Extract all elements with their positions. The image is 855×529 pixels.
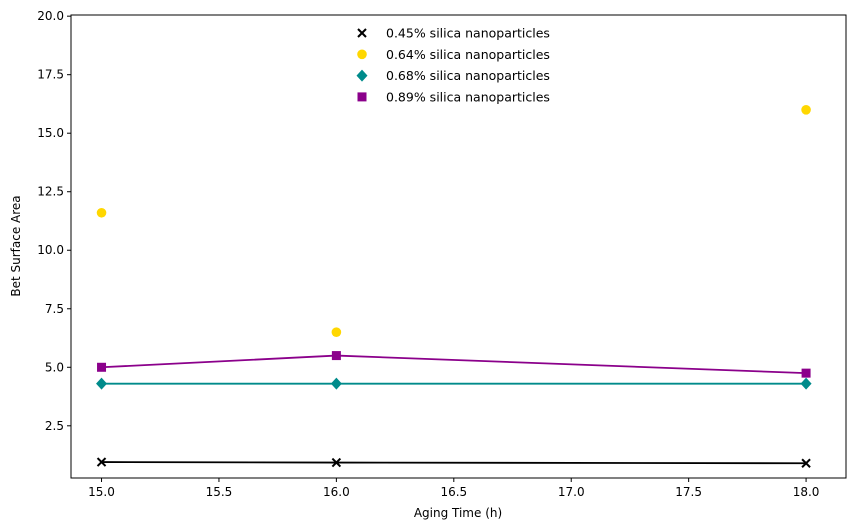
legend-item-0-68-silica-nanoparticles: 0.68% silica nanoparticles (356, 68, 550, 83)
x-tick-label: 15.0 (88, 485, 115, 499)
y-tick-label: 12.5 (37, 185, 64, 199)
legend-label: 0.89% silica nanoparticles (386, 89, 550, 104)
plot-area (70, 14, 847, 479)
data-point-0-45-silica-nanoparticles (331, 457, 342, 468)
legend-item-0-45-silica-nanoparticles: 0.45% silica nanoparticles (357, 26, 550, 41)
series-0-89-silica-nanoparticles (97, 351, 811, 378)
x-tick-label: 15.5 (206, 485, 233, 499)
legend-marker-0-89-silica-nanoparticles (357, 92, 367, 102)
data-point-0-45-silica-nanoparticles (96, 457, 107, 467)
data-point-0-89-silica-nanoparticles (801, 368, 811, 378)
y-tick-label: 10.0 (37, 243, 64, 257)
data-point-0-68-silica-nanoparticles (800, 377, 812, 390)
y-tick-label: 15.0 (37, 126, 64, 140)
legend: 0.45% silica nanoparticles 0.64% silica n… (356, 26, 550, 104)
x-tick-label: 16.0 (323, 485, 350, 499)
legend-item-0-89-silica-nanoparticles: 0.89% silica nanoparticles (357, 89, 550, 104)
data-point-0-89-silica-nanoparticles (97, 362, 107, 372)
data-point-0-64-silica-nanoparticles (801, 105, 811, 115)
legend-label: 0.68% silica nanoparticles (386, 68, 550, 83)
data-point-0-64-silica-nanoparticles (331, 327, 342, 337)
data-point-0-68-silica-nanoparticles (96, 377, 108, 390)
x-tick-label: 17.5 (675, 485, 702, 499)
legend-marker-0-45-silica-nanoparticles (357, 28, 367, 38)
data-point-0-89-silica-nanoparticles (331, 351, 341, 361)
legend-label: 0.45% silica nanoparticles (386, 26, 550, 41)
legend-label: 0.64% silica nanoparticles (386, 47, 550, 62)
series-layer (96, 105, 812, 468)
x-axis: 15.0 15.5 16.0 16.5 17.0 17.5 18.0 (88, 478, 819, 499)
data-point-0-68-silica-nanoparticles (330, 377, 342, 390)
y-axis: 2.5 5.0 7.5 10.0 12.5 15.0 17.5 20.0 (37, 9, 71, 433)
legend-item-0-64-silica-nanoparticles: 0.64% silica nanoparticles (357, 47, 550, 62)
series-0-68-silica-nanoparticles (96, 377, 812, 390)
data-point-0-45-silica-nanoparticles (801, 458, 811, 468)
y-tick-label: 17.5 (37, 68, 64, 82)
x-axis-title: Aging Time (h) (414, 506, 502, 520)
y-tick-label: 5.0 (45, 360, 64, 374)
legend-marker-0-64-silica-nanoparticles (357, 49, 367, 60)
x-tick-label: 18.0 (793, 485, 820, 499)
x-tick-label: 16.5 (440, 485, 467, 499)
data-point-0-64-silica-nanoparticles (96, 207, 107, 218)
y-tick-label: 7.5 (45, 302, 64, 316)
y-axis-title: Bet Surface Area (9, 195, 23, 296)
series-line-0-45-silica-nanoparticles (101, 461, 807, 465)
y-tick-label: 20.0 (37, 9, 64, 23)
x-tick-label: 17.0 (558, 485, 585, 499)
y-tick-label: 2.5 (45, 419, 64, 433)
series-0-45-silica-nanoparticles (96, 457, 811, 468)
legend-marker-0-68-silica-nanoparticles (356, 69, 368, 82)
series-0-64-silica-nanoparticles (96, 105, 811, 337)
